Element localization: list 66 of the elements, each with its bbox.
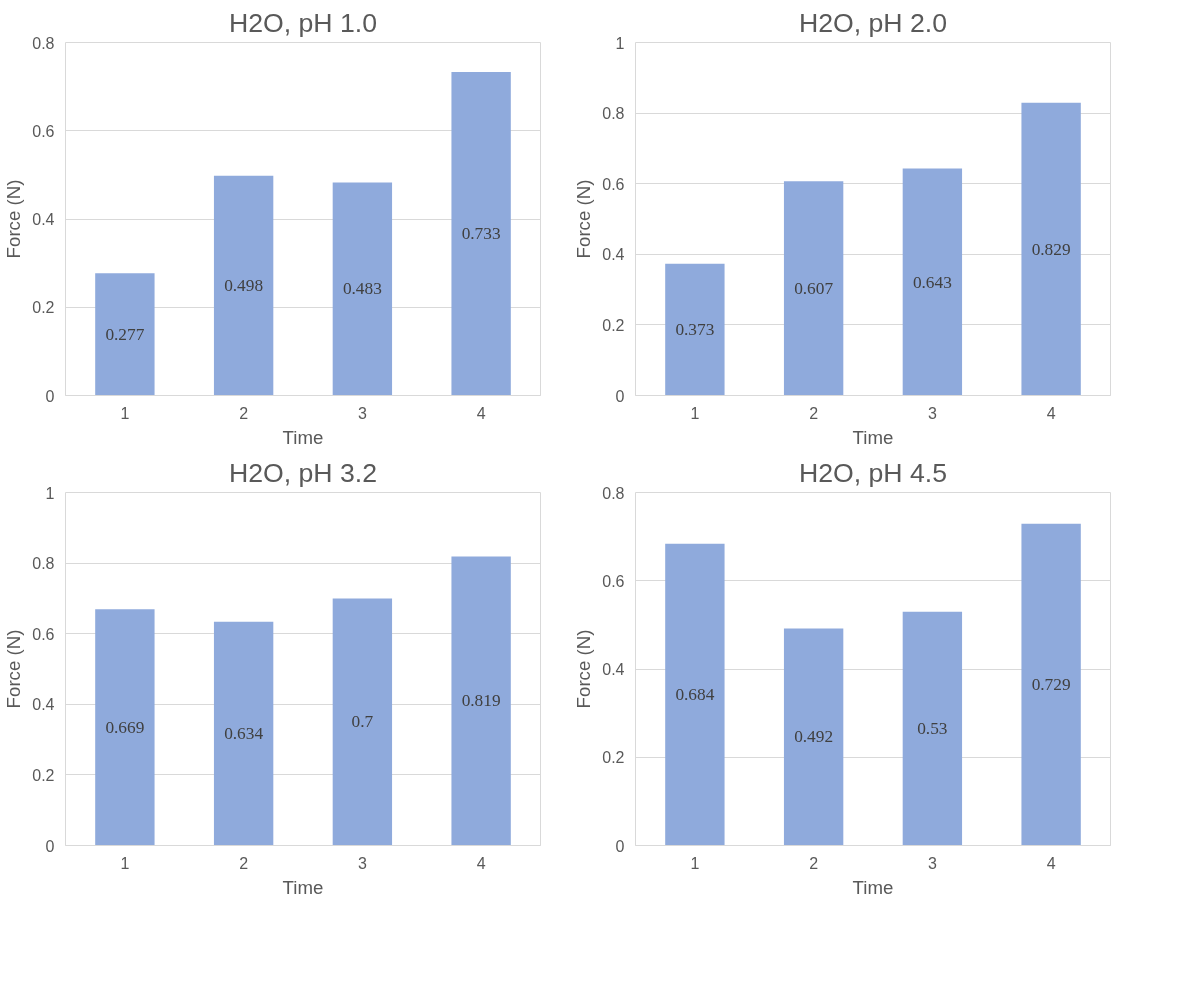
x-tick-label: 4 — [1046, 854, 1056, 872]
x-tick-label: 2 — [239, 854, 249, 872]
data-label: 0.492 — [794, 727, 834, 747]
x-tick-label: 3 — [357, 854, 367, 872]
data-label: 0.729 — [1031, 675, 1071, 695]
x-tick-label: 3 — [927, 404, 937, 422]
y-tick-label: 0.4 — [602, 661, 625, 678]
x-tick-label: 2 — [809, 854, 819, 872]
y-tick-label: 0.6 — [32, 122, 55, 140]
x-tick-label: 1 — [690, 854, 700, 872]
x-axis-title: Time — [282, 426, 324, 448]
y-tick-label: 0.2 — [32, 766, 55, 784]
x-tick-label: 2 — [809, 404, 819, 422]
data-label: 0.634 — [224, 724, 264, 744]
data-label: 0.819 — [461, 691, 501, 711]
x-axis-title: Time — [852, 426, 894, 448]
y-tick-label: 0 — [615, 387, 625, 405]
y-tick-label: 0.4 — [32, 211, 55, 228]
y-tick-label: 0 — [45, 837, 55, 855]
x-tick-label: 2 — [239, 404, 249, 422]
x-axis-title: Time — [282, 876, 324, 898]
y-tick-label: 0.6 — [32, 625, 55, 643]
y-tick-label: 0 — [615, 837, 625, 855]
y-tick-label: 0.8 — [32, 555, 55, 573]
y-tick-label: 0.8 — [602, 105, 625, 123]
y-tick-label: 0.8 — [602, 484, 625, 502]
y-axis-title: Force (N) — [3, 629, 25, 709]
data-label: 0.607 — [794, 278, 834, 298]
x-tick-label: 4 — [476, 854, 486, 872]
data-label: 0.277 — [105, 324, 145, 344]
y-tick-label: 1 — [615, 34, 625, 52]
x-tick-label: 3 — [927, 854, 937, 872]
y-tick-label: 0.6 — [602, 175, 625, 193]
y-tick-label: 0.6 — [602, 572, 625, 590]
y-tick-label: 0.8 — [32, 34, 55, 52]
y-tick-label: 0.2 — [602, 749, 625, 767]
chart-title: H2O, pH 2.0 — [798, 7, 948, 38]
data-label: 0.53 — [917, 719, 948, 739]
y-tick-label: 0.4 — [32, 696, 55, 714]
y-axis-title: Force (N) — [573, 179, 595, 259]
x-tick-label: 4 — [476, 404, 486, 422]
y-tick-label: 0.2 — [32, 299, 55, 317]
x-tick-label: 1 — [120, 854, 130, 872]
x-tick-label: 1 — [120, 404, 130, 422]
data-label: 0.829 — [1031, 239, 1071, 259]
data-label: 0.643 — [912, 272, 952, 292]
data-label: 0.483 — [342, 279, 382, 299]
chart-title: H2O, pH 4.5 — [798, 457, 948, 488]
data-label: 0.669 — [105, 717, 145, 737]
y-tick-label: 0.2 — [602, 316, 625, 334]
x-tick-label: 4 — [1046, 404, 1056, 422]
data-label: 0.498 — [224, 276, 264, 296]
data-label: 0.684 — [675, 685, 715, 705]
x-tick-label: 3 — [357, 404, 367, 422]
data-label: 0.7 — [351, 712, 374, 732]
data-label: 0.733 — [461, 224, 501, 244]
y-tick-label: 0 — [45, 387, 55, 405]
x-axis-title: Time — [852, 876, 894, 898]
chart-title: H2O, pH 3.2 — [228, 457, 378, 488]
y-tick-label: 1 — [45, 484, 55, 502]
y-tick-label: 0.4 — [602, 246, 625, 264]
data-label: 0.373 — [675, 320, 715, 340]
y-axis-title: Force (N) — [3, 179, 25, 259]
x-tick-label: 1 — [690, 404, 700, 422]
chart-title: H2O, pH 1.0 — [228, 7, 378, 38]
y-axis-title: Force (N) — [573, 629, 595, 709]
